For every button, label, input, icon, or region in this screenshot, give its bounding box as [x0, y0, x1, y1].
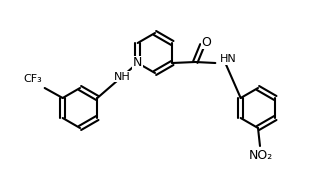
Text: NH: NH — [114, 71, 131, 81]
Text: O: O — [201, 35, 211, 49]
Text: HN: HN — [220, 54, 237, 64]
Text: N: N — [133, 56, 142, 70]
Text: NO₂: NO₂ — [249, 149, 273, 162]
Text: CF₃: CF₃ — [23, 74, 42, 84]
